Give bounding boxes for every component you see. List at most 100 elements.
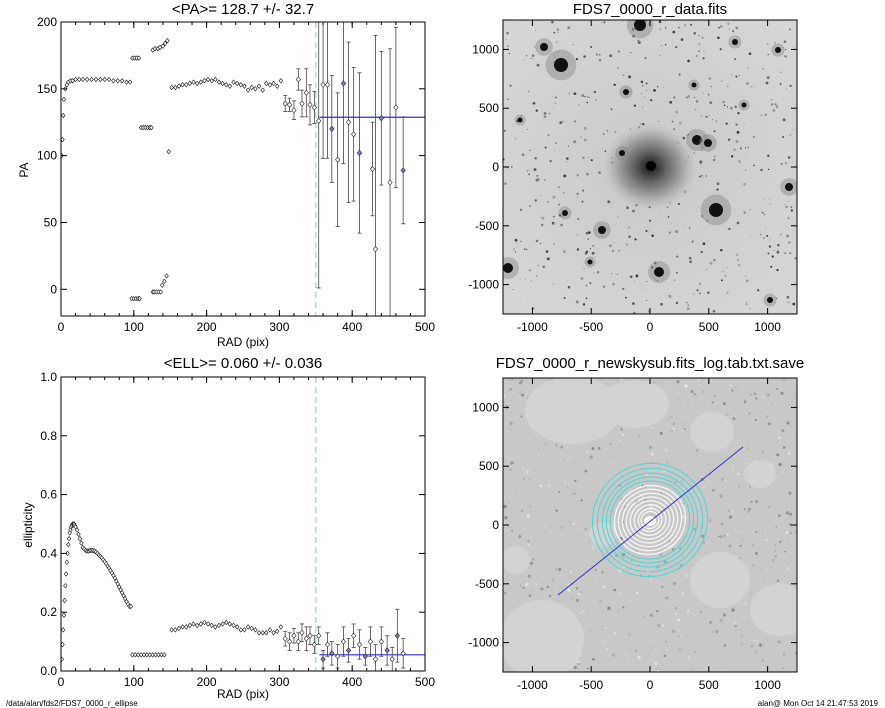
faint-source: [743, 211, 746, 214]
faint-source: [728, 227, 731, 231]
noise-speck: [731, 469, 734, 472]
faint-source: [687, 59, 690, 63]
noise-speck: [547, 483, 551, 488]
faint-source: [545, 250, 549, 253]
faint-source: [727, 85, 729, 87]
faint-source: [507, 98, 509, 101]
pa-x-tick-label: 400: [342, 320, 362, 334]
noise-speck: [712, 489, 715, 492]
noise-speck: [751, 544, 755, 547]
ell-data-point: [202, 619, 207, 626]
noise-speck: [539, 484, 543, 488]
faint-source: [725, 122, 728, 125]
noise-speck: [711, 630, 715, 633]
faint-source: [675, 301, 679, 305]
faint-source: [585, 297, 588, 300]
faint-source: [736, 130, 740, 134]
noise-speck: [612, 612, 616, 616]
faint-source: [512, 288, 514, 290]
pa-data-point: [187, 80, 193, 87]
faint-source: [629, 275, 633, 279]
noise-speck: [675, 466, 677, 469]
ell-data-point: [351, 632, 357, 639]
noise-speck: [611, 653, 616, 657]
faint-source: [532, 101, 536, 105]
faint-source: [678, 26, 680, 29]
faint-source: [629, 90, 631, 92]
pa-data-point: [89, 76, 94, 83]
bright-star: [775, 47, 781, 53]
faint-source: [640, 80, 644, 84]
pa-data-point: [267, 82, 273, 88]
noise-speck: [665, 602, 669, 606]
faint-source: [555, 96, 557, 99]
noise-speck: [533, 437, 537, 440]
faint-source: [773, 249, 775, 251]
faint-source: [743, 124, 745, 125]
pa-axes-frame: [60, 21, 426, 317]
noise-speck: [728, 515, 733, 519]
pa-data-point: [351, 131, 357, 138]
noise-speck: [699, 493, 701, 495]
faint-source: [557, 51, 559, 53]
pa-data-point: [340, 80, 347, 87]
noise-speck: [754, 530, 758, 534]
faint-source: [793, 46, 795, 48]
pa-data-point: [191, 79, 196, 85]
noise-speck: [511, 529, 514, 532]
faint-source: [565, 157, 569, 160]
pa-x-ticks: 0 100 200 300 400 500: [58, 22, 435, 334]
faint-source: [673, 279, 676, 282]
ell-data-point: [362, 653, 368, 660]
ell-data-point: [234, 624, 240, 630]
noise-speck: [775, 526, 777, 528]
faint-source: [720, 279, 723, 282]
faint-source: [506, 31, 509, 35]
faint-source: [672, 30, 676, 34]
noise-speck: [776, 579, 780, 582]
noise-speck: [632, 548, 635, 550]
pa-data-point: [216, 79, 222, 85]
masked-regions: [503, 378, 797, 672]
faint-source: [779, 82, 782, 85]
pa-data-point: [282, 100, 288, 107]
noise-speck: [672, 629, 676, 634]
noise-speck: [782, 667, 785, 669]
ell-y-label: ellipticity: [21, 502, 35, 547]
noise-speck: [674, 612, 677, 615]
noise-speck: [789, 531, 792, 535]
faint-source: [612, 282, 615, 286]
noise-speck: [519, 381, 522, 385]
faint-source: [703, 50, 705, 52]
faint-source: [689, 260, 693, 264]
noise-speck: [618, 592, 621, 596]
faint-source: [766, 76, 770, 80]
bright-star: [562, 210, 568, 216]
noise-speck: [544, 442, 547, 444]
faint-source: [768, 198, 770, 200]
faint-source: [776, 250, 780, 254]
faint-source: [553, 55, 556, 57]
faint-source: [584, 96, 586, 98]
noise-speck: [687, 656, 691, 660]
faint-source: [558, 203, 561, 206]
noise-speck: [672, 581, 677, 586]
noise-speck: [765, 412, 768, 415]
faint-source: [777, 249, 779, 250]
ell-data-point: [191, 621, 196, 627]
noise-speck: [788, 424, 792, 428]
faint-source: [659, 211, 661, 213]
outer-isophote: [609, 480, 691, 560]
noise-speck: [764, 422, 766, 424]
faint-source: [751, 86, 753, 88]
faint-source: [701, 149, 703, 151]
pa-data-point: [127, 79, 133, 85]
faint-source: [706, 268, 708, 271]
noise-speck: [558, 490, 560, 493]
faint-source: [705, 115, 708, 118]
faint-source: [656, 280, 659, 282]
faint-source: [547, 200, 549, 203]
faint-source: [551, 20, 554, 24]
noise-speck: [726, 413, 729, 416]
faint-source: [675, 110, 679, 114]
